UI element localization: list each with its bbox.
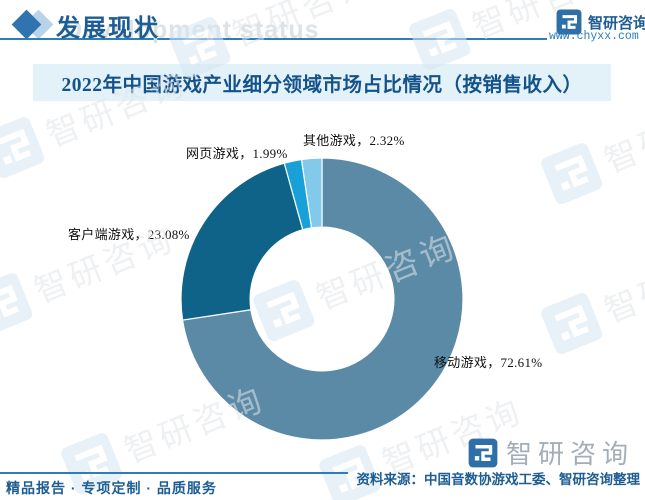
header-divider xyxy=(0,38,547,40)
section-title: 发展现状 xyxy=(56,14,160,42)
brand-url[interactable]: www.chyxx.com xyxy=(549,30,639,43)
slice-label-client-games: 客户端游戏，23.08% xyxy=(68,227,190,242)
brand-name: 智研咨询 xyxy=(506,440,635,470)
brand-watermark-icon xyxy=(0,117,45,179)
donut-slice-0 xyxy=(181,157,464,441)
chart-title: 2022年中国游戏产业细分领域市场占比情况（按销售收入） xyxy=(61,75,583,96)
watermark-text: 智研咨询 xyxy=(598,238,645,331)
slice-label-other-games: 其他游戏，2.32% xyxy=(303,133,405,148)
footer-tagline: 精品报告 · 专项定制 · 品质服务 xyxy=(6,480,217,496)
brand-watermark-icon xyxy=(0,273,33,335)
footer-divider xyxy=(0,472,348,474)
chart-title-banner: 2022年中国游戏产业细分领域市场占比情况（按销售收入） xyxy=(33,64,611,101)
slice-label-web-games: 网页游戏，1.99% xyxy=(186,146,288,161)
watermark: 智研咨询 xyxy=(538,231,645,358)
slice-label-mobile-games: 移动游戏，72.61% xyxy=(434,355,543,370)
donut-chart-svg xyxy=(180,157,464,441)
brand-logo-icon xyxy=(556,9,582,35)
brand-name: 智研咨询 xyxy=(588,14,645,32)
brand-watermark-icon xyxy=(541,293,603,355)
donut-slice-1 xyxy=(180,162,304,321)
brand-logo-top: 智研咨询 xyxy=(556,9,645,35)
brand-watermark-icon xyxy=(541,143,603,205)
donut-slice-3 xyxy=(300,157,323,229)
data-source-note: 资料来源：中国音数协游戏工委、智研咨询整理 xyxy=(356,472,641,487)
section-diamond-icon xyxy=(11,9,56,40)
brand-logo-bottom: 智研咨询 xyxy=(468,434,634,471)
brand-logo-icon xyxy=(468,438,498,467)
